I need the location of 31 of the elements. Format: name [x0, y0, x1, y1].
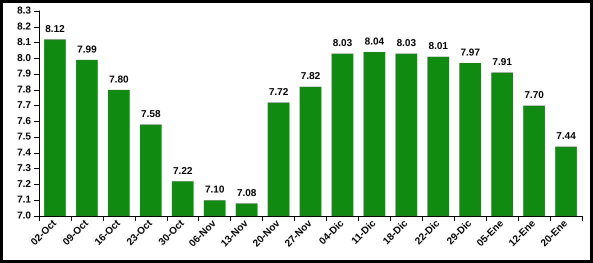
- data-label: 7.91: [492, 57, 512, 68]
- data-label: 8.12: [45, 24, 66, 35]
- y-tick-label: 7.1: [17, 194, 32, 206]
- y-tick-label: 7.3: [17, 163, 32, 174]
- data-label: 7.08: [236, 188, 257, 199]
- data-label: 7.44: [556, 131, 576, 142]
- y-tick-label: 7.4: [17, 147, 32, 158]
- y-tick-label: 8.2: [17, 21, 32, 32]
- data-label: 7.80: [109, 74, 130, 86]
- data-label: 8.01: [428, 41, 448, 52]
- data-label: 7.97: [460, 48, 480, 59]
- y-tick-label: 7.5: [17, 132, 32, 143]
- data-label: 7.82: [300, 71, 321, 82]
- data-label: 7.72: [268, 86, 289, 98]
- y-tick-label: 7.8: [17, 84, 32, 96]
- data-label: 8.03: [396, 38, 416, 50]
- data-label: 8.03: [332, 38, 353, 50]
- data-label: 7.22: [173, 166, 193, 177]
- y-tick-label: 8.1: [17, 37, 32, 48]
- y-tick-label: 7.6: [17, 116, 32, 127]
- data-label: 7.70: [524, 90, 544, 102]
- y-tick-label: 7.7: [17, 100, 32, 112]
- y-tick-label: 8.0: [17, 52, 32, 64]
- data-label: 7.10: [204, 184, 225, 196]
- y-tick-label: 7.9: [17, 68, 32, 80]
- data-label: 7.99: [77, 44, 98, 56]
- data-label: 8.04: [364, 36, 385, 48]
- y-tick-label: 8.3: [17, 6, 32, 16]
- y-tick-label: 7.2: [17, 178, 32, 190]
- y-tick-label: 7.0: [17, 210, 32, 222]
- data-label: 7.58: [141, 109, 161, 120]
